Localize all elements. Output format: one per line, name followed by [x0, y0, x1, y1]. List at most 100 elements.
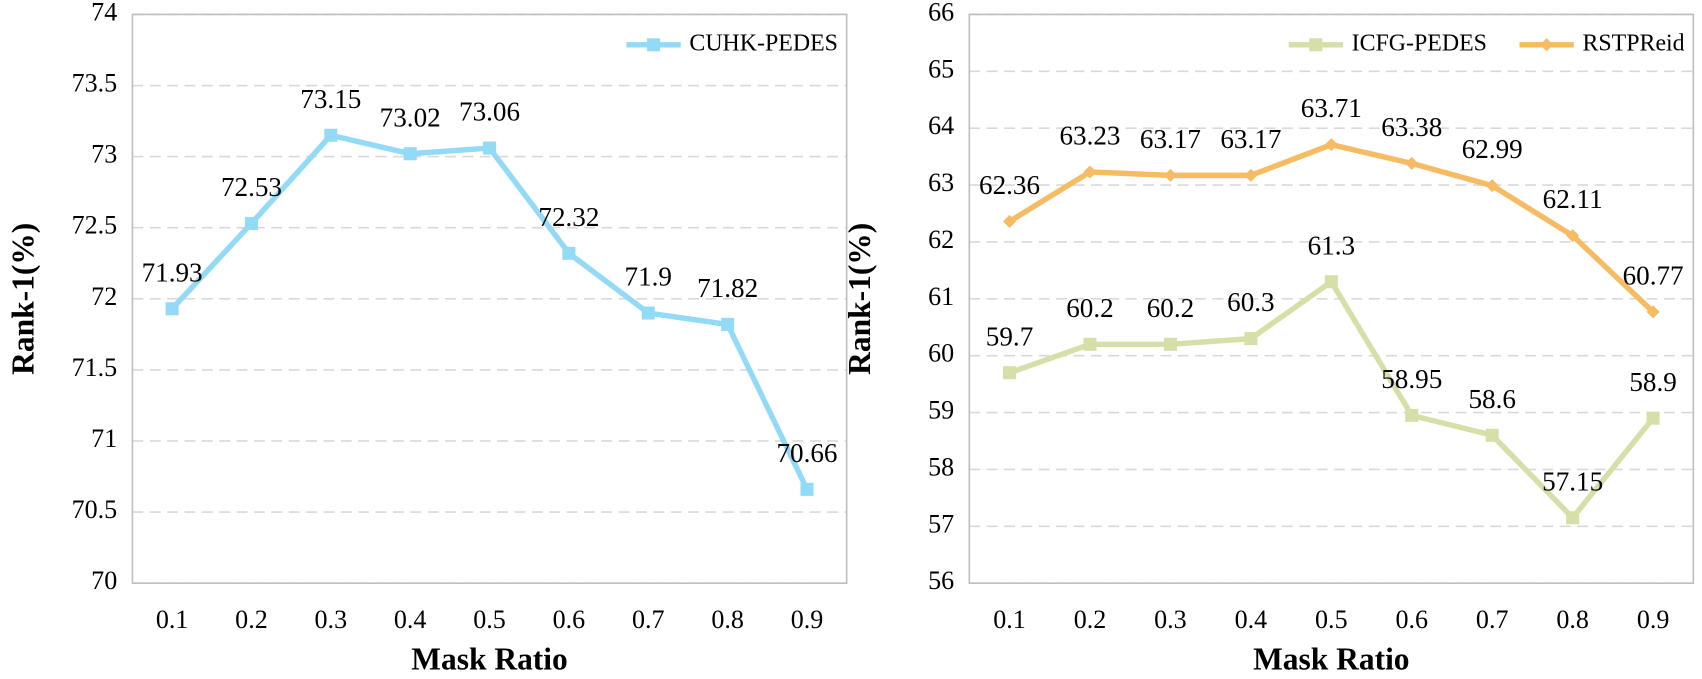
data-label: 63.17	[1220, 124, 1281, 154]
data-point	[1244, 332, 1258, 346]
data-point	[1485, 179, 1499, 193]
y-tick-label: 61	[928, 282, 954, 311]
data-label: 60.2	[1066, 293, 1113, 323]
legend: ICFG-PEDES RSTPReid	[1288, 30, 1685, 56]
y-tick-label: 74	[91, 0, 117, 26]
data-point	[1405, 156, 1419, 170]
data-point	[1163, 168, 1177, 182]
data-label: 63.38	[1381, 112, 1442, 142]
y-tick-label: 59	[928, 396, 954, 425]
x-tick-label: 0.9	[1637, 605, 1670, 634]
data-label: 71.82	[697, 273, 758, 303]
x-tick-label: 0.4	[1235, 605, 1268, 634]
x-tick-label: 0.1	[156, 605, 189, 634]
legend: CUHK-PEDES	[626, 30, 838, 56]
x-tick-label: 0.6	[553, 605, 586, 634]
data-point	[324, 128, 338, 142]
data-point	[641, 306, 655, 320]
data-label: 61.3	[1308, 230, 1355, 260]
y-tick-label: 58	[928, 452, 954, 481]
x-tick-label: 0.1	[993, 605, 1026, 634]
y-tick-label: 73.5	[72, 68, 118, 97]
data-label: 63.17	[1140, 124, 1201, 154]
data-label: 58.9	[1629, 367, 1676, 397]
legend-label: RSTPReid	[1582, 30, 1684, 56]
data-point	[1485, 428, 1499, 442]
data-label: 73.15	[300, 84, 361, 114]
data-point	[1646, 305, 1660, 319]
data-point	[1566, 511, 1580, 525]
legend-entry: CUHK-PEDES	[626, 30, 838, 56]
x-tick-label: 0.5	[1315, 605, 1348, 634]
data-label: 58.95	[1381, 364, 1442, 394]
data-label: 63.71	[1301, 93, 1362, 123]
x-axis-label: Mask Ratio	[411, 642, 567, 677]
x-tick-label: 0.5	[473, 605, 506, 634]
data-point	[1324, 275, 1338, 289]
data-point	[1405, 408, 1419, 422]
data-point	[1003, 366, 1017, 380]
y-axis-label: Rank-1(%)	[5, 223, 40, 375]
y-tick-label: 72	[91, 282, 117, 311]
x-tick-label: 0.8	[1556, 605, 1589, 634]
y-tick-label: 63	[928, 168, 954, 197]
y-tick-label: 56	[928, 566, 954, 595]
y-tick-label: 71	[91, 424, 117, 453]
y-tick-label: 60	[928, 339, 954, 368]
data-point	[647, 38, 661, 52]
x-tick-label: 0.2	[1074, 605, 1107, 634]
x-tick-label: 0.6	[1395, 605, 1428, 634]
data-point	[244, 216, 258, 230]
data-point	[721, 317, 735, 331]
data-label: 57.15	[1542, 466, 1603, 496]
data-label: 62.11	[1543, 184, 1603, 214]
y-tick-label: 64	[928, 111, 954, 140]
legend-label: ICFG-PEDES	[1352, 30, 1487, 56]
x-tick-label: 0.4	[394, 605, 427, 634]
x-tick-label: 0.8	[711, 605, 744, 634]
data-point	[800, 482, 814, 496]
data-point	[1566, 229, 1580, 243]
data-point	[1540, 38, 1554, 52]
x-tick-label: 0.9	[791, 605, 824, 634]
y-tick-label: 57	[928, 509, 954, 538]
data-point	[403, 147, 417, 161]
x-tick-label: 0.3	[1154, 605, 1187, 634]
y-tick-label: 71.5	[72, 353, 118, 382]
data-label: 73.02	[380, 102, 441, 132]
x-tick-label: 0.2	[235, 605, 268, 634]
x-tick-label: 0.3	[315, 605, 348, 634]
y-tick-label: 62	[928, 225, 954, 254]
data-label: 63.23	[1059, 121, 1120, 151]
data-label: 71.93	[142, 257, 203, 287]
legend-entry: RSTPReid	[1519, 30, 1685, 56]
data-label: 71.9	[625, 262, 672, 292]
data-point	[1083, 337, 1097, 351]
plot-border	[968, 13, 1695, 584]
data-label: 62.36	[979, 170, 1040, 200]
data-point	[1003, 214, 1017, 228]
y-tick-label: 70.5	[72, 495, 118, 524]
data-label: 70.66	[776, 438, 837, 468]
y-tick-label: 65	[928, 54, 954, 83]
plot-border	[131, 13, 848, 584]
data-point	[1646, 411, 1660, 425]
data-label: 72.53	[221, 172, 282, 202]
x-axis-label: Mask Ratio	[1253, 642, 1409, 677]
data-label: 59.7	[986, 321, 1033, 351]
x-tick-label: 0.7	[1476, 605, 1509, 634]
x-tick-label: 0.7	[632, 605, 665, 634]
data-point	[1244, 168, 1258, 182]
data-label: 73.06	[459, 97, 520, 127]
data-label: 62.99	[1462, 134, 1523, 164]
data-label: 72.32	[538, 202, 599, 232]
data-point	[1083, 165, 1097, 179]
y-tick-label: 73	[91, 140, 117, 169]
data-point	[165, 302, 179, 316]
legend-label: CUHK-PEDES	[689, 30, 838, 56]
data-point	[483, 141, 497, 155]
y-tick-label: 70	[91, 566, 117, 595]
data-label: 58.6	[1468, 384, 1515, 414]
